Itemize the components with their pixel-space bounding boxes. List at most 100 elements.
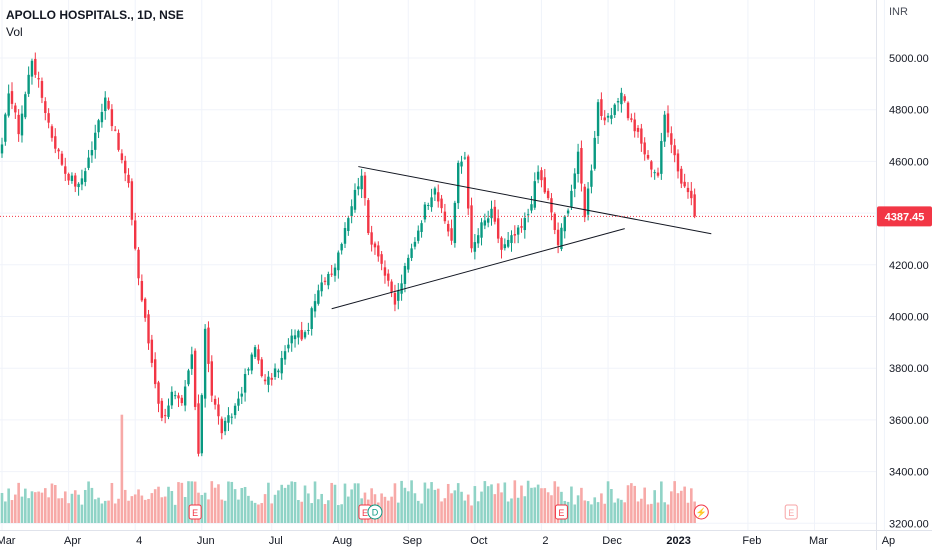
candle[interactable] <box>260 357 263 378</box>
candle[interactable] <box>570 184 573 210</box>
candle[interactable] <box>490 200 493 226</box>
candle[interactable] <box>550 193 553 221</box>
candle[interactable] <box>4 112 7 146</box>
candle[interactable] <box>150 334 154 368</box>
candle[interactable] <box>413 237 417 250</box>
candle[interactable] <box>310 306 313 336</box>
candle[interactable] <box>257 344 260 364</box>
candle[interactable] <box>104 91 107 120</box>
candle[interactable] <box>337 250 340 279</box>
candle[interactable] <box>34 52 37 78</box>
candle[interactable] <box>243 368 247 402</box>
candle[interactable] <box>373 241 377 255</box>
candle[interactable] <box>596 99 600 144</box>
candle[interactable] <box>287 338 290 353</box>
candle[interactable] <box>60 150 64 167</box>
candle[interactable] <box>67 172 70 185</box>
candle[interactable] <box>343 222 347 248</box>
candle[interactable] <box>183 380 187 412</box>
candle[interactable] <box>533 172 536 210</box>
candle[interactable] <box>460 155 463 174</box>
candle[interactable] <box>367 197 370 236</box>
candle[interactable] <box>666 105 670 138</box>
candle[interactable] <box>556 222 560 254</box>
candle[interactable] <box>546 188 550 201</box>
candle[interactable] <box>340 242 343 255</box>
candle[interactable] <box>633 112 636 138</box>
candle[interactable] <box>313 293 317 318</box>
candle[interactable] <box>493 199 497 225</box>
candle[interactable] <box>536 165 540 184</box>
candle[interactable] <box>566 208 570 217</box>
candle[interactable] <box>170 386 174 409</box>
candle[interactable] <box>593 130 596 171</box>
candle[interactable] <box>97 118 100 139</box>
candle[interactable] <box>643 137 646 161</box>
candle[interactable] <box>160 398 164 422</box>
candle[interactable] <box>516 224 520 244</box>
candle[interactable] <box>114 126 117 132</box>
candle[interactable] <box>44 97 47 121</box>
candle[interactable] <box>94 124 97 159</box>
candle[interactable] <box>496 209 500 244</box>
candle[interactable] <box>363 171 367 206</box>
candle[interactable] <box>143 297 147 322</box>
symbol-title[interactable]: APOLLO HOSPITALS., 1D, NSE <box>6 8 184 22</box>
candle[interactable] <box>203 324 207 408</box>
candle[interactable] <box>273 363 277 380</box>
candle[interactable] <box>403 262 407 293</box>
candle[interactable] <box>443 203 447 224</box>
candle[interactable] <box>323 277 327 286</box>
candle[interactable] <box>520 218 523 233</box>
candle[interactable] <box>54 128 57 154</box>
candle[interactable] <box>397 283 400 310</box>
candle[interactable] <box>197 394 200 457</box>
candle[interactable] <box>303 330 307 340</box>
candle[interactable] <box>207 321 210 373</box>
candle[interactable] <box>613 103 616 118</box>
candle[interactable] <box>280 350 283 380</box>
candle[interactable] <box>180 394 184 406</box>
candle[interactable] <box>470 197 473 253</box>
candle[interactable] <box>353 183 357 213</box>
candle[interactable] <box>237 391 240 411</box>
candle[interactable] <box>360 168 363 199</box>
candle[interactable] <box>400 274 403 301</box>
earnings-marker[interactable]: E <box>554 504 568 520</box>
candle[interactable] <box>130 178 134 226</box>
candle[interactable] <box>427 202 430 210</box>
split-marker[interactable]: ⚡ <box>693 504 709 520</box>
candle[interactable] <box>190 346 194 375</box>
candle[interactable] <box>137 247 140 286</box>
candle[interactable] <box>320 274 323 297</box>
candle[interactable] <box>87 149 90 171</box>
earnings-marker[interactable]: E <box>784 504 798 520</box>
candle[interactable] <box>447 220 450 237</box>
candle[interactable] <box>483 213 487 230</box>
candle[interactable] <box>250 352 253 375</box>
candle[interactable] <box>676 149 680 179</box>
candle[interactable] <box>437 184 440 208</box>
candle[interactable] <box>290 329 293 352</box>
candle[interactable] <box>300 321 303 342</box>
candle[interactable] <box>27 66 30 97</box>
candle[interactable] <box>117 129 120 152</box>
candle[interactable] <box>576 143 580 183</box>
candle[interactable] <box>693 188 696 219</box>
candle[interactable] <box>467 154 470 216</box>
candle[interactable] <box>20 105 24 143</box>
candle[interactable] <box>457 160 460 210</box>
candle[interactable] <box>77 182 80 196</box>
last-price-badge[interactable]: 4387.45 <box>877 206 932 227</box>
candle[interactable] <box>30 58 34 85</box>
candle[interactable] <box>610 107 613 125</box>
candle[interactable] <box>347 215 350 236</box>
candle[interactable] <box>387 269 390 287</box>
candle[interactable] <box>134 212 137 251</box>
candle[interactable] <box>40 77 44 104</box>
candle[interactable] <box>646 150 650 160</box>
candle[interactable] <box>90 141 94 163</box>
candle[interactable] <box>680 165 683 189</box>
candle[interactable] <box>74 172 77 193</box>
